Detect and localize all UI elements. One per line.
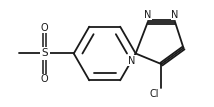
Text: O: O bbox=[41, 74, 48, 84]
Text: O: O bbox=[41, 23, 48, 33]
Text: N: N bbox=[171, 10, 179, 20]
Text: N: N bbox=[128, 56, 135, 66]
Text: N: N bbox=[144, 10, 152, 20]
Text: Cl: Cl bbox=[149, 89, 159, 99]
Text: S: S bbox=[41, 48, 48, 59]
